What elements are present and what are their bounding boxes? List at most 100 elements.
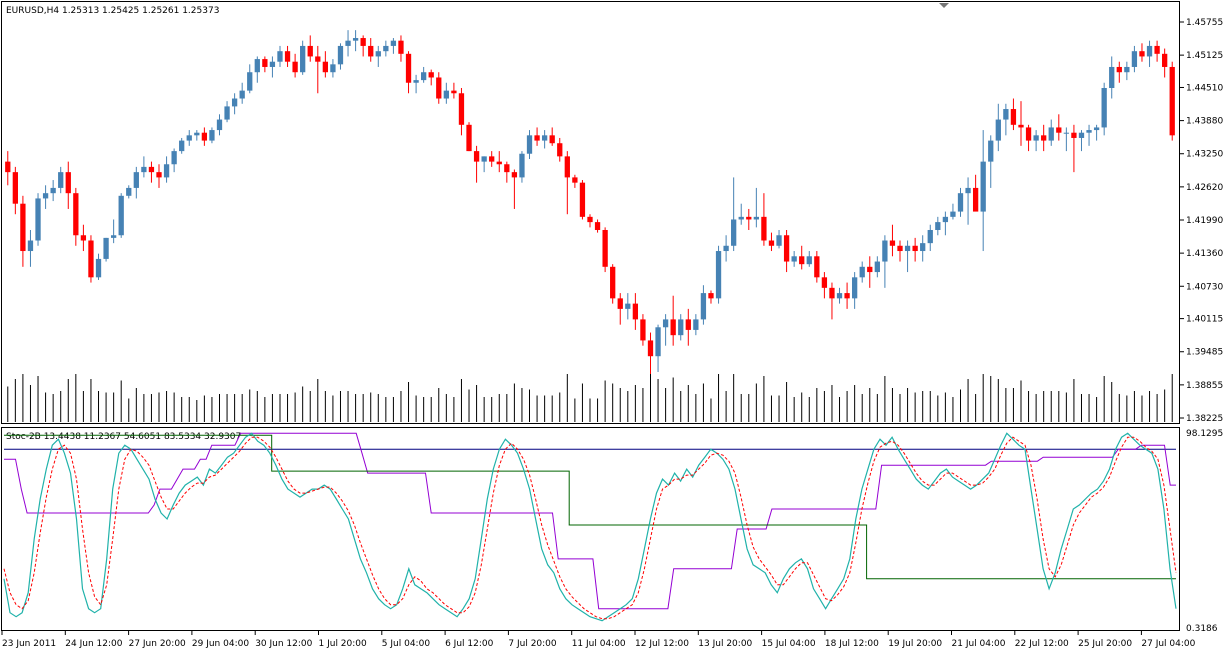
- candle-body: [723, 245, 729, 252]
- candle-body: [88, 240, 94, 278]
- candle-body: [1063, 132, 1070, 134]
- candle-body: [814, 256, 820, 278]
- candle-body: [231, 98, 238, 107]
- price-tick-label: 1.45755: [1186, 18, 1223, 28]
- candle-body: [163, 164, 170, 178]
- candle-body: [655, 327, 661, 357]
- candle-body: [519, 153, 525, 178]
- candle-body: [602, 229, 608, 267]
- candle-body: [761, 216, 767, 241]
- candle-body: [678, 319, 684, 336]
- candle-body: [504, 164, 510, 173]
- candle-body: [647, 340, 654, 357]
- candle-body: [700, 293, 707, 320]
- candle-body: [95, 258, 102, 278]
- candle-body: [126, 187, 132, 196]
- price-pane-frame: [1, 1, 1180, 424]
- price-tick-label: 1.41990: [1186, 216, 1223, 226]
- time-tick-label: 1 Jul 20:00: [319, 639, 368, 649]
- candle-body: [564, 156, 570, 178]
- candle-body: [572, 177, 578, 183]
- time-tick-label: 29 Jun 04:00: [192, 639, 249, 649]
- candle-body: [156, 172, 162, 178]
- candle-body: [428, 72, 434, 78]
- candle-body: [526, 135, 533, 154]
- candle-body: [466, 124, 472, 152]
- candle-body: [897, 245, 903, 252]
- candle-body: [247, 72, 253, 91]
- candle-body: [489, 156, 495, 162]
- candle-body: [103, 237, 109, 259]
- candle-body: [360, 38, 366, 46]
- time-tick-label: 23 Jun 2011: [2, 639, 56, 649]
- candle-body: [920, 243, 926, 252]
- candle-body: [345, 40, 351, 46]
- candle-body: [436, 77, 442, 99]
- time-tick-label: 27 Jun 20:00: [129, 639, 186, 649]
- stochastic-signal-line: [3, 436, 1177, 620]
- candle-body: [541, 135, 548, 141]
- candle-body: [988, 140, 994, 162]
- candles-layer: [5, 30, 1175, 399]
- candle-body: [753, 216, 759, 220]
- candle-body: [1109, 66, 1115, 88]
- price-axis: 1.45755 1.45125 1.44510 1.43880 1.43250 1.426…: [1180, 18, 1223, 424]
- candle-body: [715, 251, 722, 299]
- candle-body: [587, 216, 593, 223]
- candle-body: [768, 240, 775, 246]
- candle-body: [836, 293, 843, 299]
- candle-body: [398, 40, 404, 54]
- candle-body: [980, 161, 986, 212]
- candle-body: [1056, 127, 1062, 133]
- candle-body: [1086, 130, 1092, 133]
- candle-body: [73, 193, 79, 236]
- candle-body: [534, 135, 540, 141]
- candle-body: [746, 216, 752, 220]
- candle-body: [799, 256, 805, 265]
- candle-body: [1101, 88, 1107, 128]
- candle-body: [844, 293, 850, 299]
- scroll-marker-icon[interactable]: [939, 3, 949, 8]
- candle-body: [322, 61, 329, 73]
- candle-body: [859, 266, 865, 278]
- time-tick-label: 25 Jul 20:00: [1078, 639, 1132, 649]
- time-tick-label: 22 Jul 12:00: [1015, 639, 1069, 649]
- candle-body: [481, 156, 487, 162]
- candle-body: [390, 40, 397, 46]
- candle-body: [1025, 127, 1032, 141]
- candle-body: [1139, 51, 1145, 57]
- symbol-info: EURUSD,H4 1.25313 1.25425 1.25261 1.2537…: [6, 6, 219, 16]
- indicator-axis: 98.1295 0.3186: [1186, 429, 1223, 634]
- candle-body: [315, 56, 321, 62]
- time-tick-label: 21 Jul 04:00: [952, 639, 1006, 649]
- candle-body: [783, 235, 790, 262]
- price-tick-label: 1.40730: [1186, 282, 1223, 292]
- candle-body: [458, 93, 465, 125]
- candle-body: [549, 135, 555, 144]
- candle-body: [42, 193, 49, 199]
- candle-body: [133, 172, 139, 188]
- candle-body: [65, 172, 71, 194]
- candle-body: [942, 216, 949, 223]
- candle-body: [625, 303, 631, 309]
- candle-body: [1131, 51, 1138, 67]
- candle-body: [35, 198, 41, 241]
- indicator-info: Stoc-2B 13.4438 11.2367 54.6051 83.5334 …: [6, 432, 241, 442]
- candle-body: [330, 64, 336, 73]
- candle-body: [950, 211, 956, 217]
- candle-body: [337, 45, 344, 65]
- candle-body: [443, 90, 449, 99]
- candle-body: [110, 235, 117, 238]
- candle-body: [239, 90, 245, 99]
- candle-body: [889, 240, 896, 246]
- indicator-tick-label: 98.1295: [1186, 429, 1223, 439]
- candle-body: [1146, 45, 1153, 57]
- candle-body: [27, 240, 34, 252]
- candle-body: [179, 140, 185, 152]
- candle-body: [874, 261, 880, 273]
- candle-body: [1116, 66, 1122, 73]
- candle-body: [50, 187, 56, 194]
- candle-body: [821, 277, 828, 288]
- candle-body: [1162, 53, 1168, 67]
- price-tick-label: 1.44510: [1186, 83, 1223, 93]
